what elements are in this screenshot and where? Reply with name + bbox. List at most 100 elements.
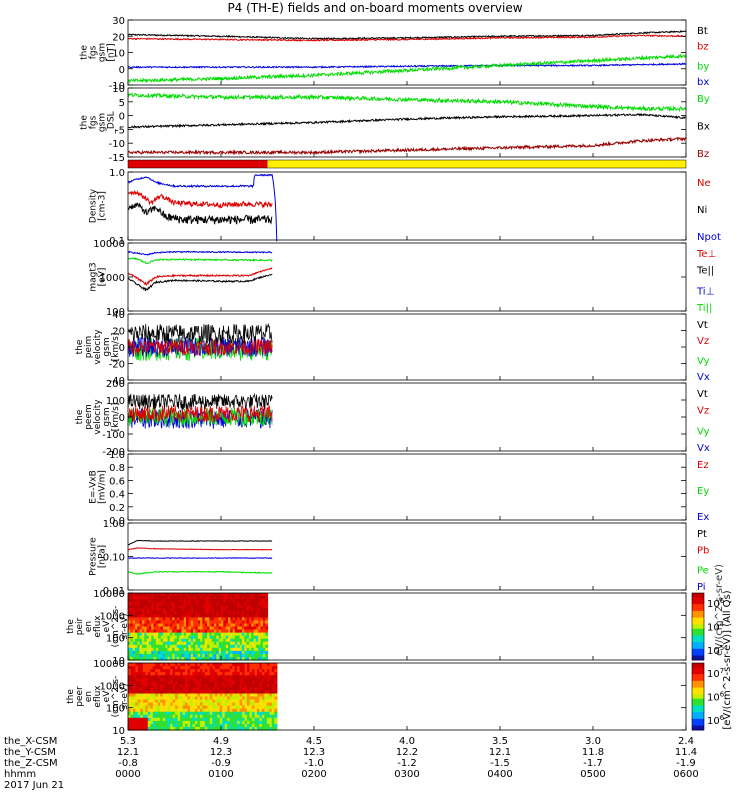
heatmap-cell xyxy=(157,708,161,713)
heatmap-cell xyxy=(133,720,137,725)
heatmap-cell xyxy=(195,684,199,688)
heatmap-cell xyxy=(148,626,152,631)
heatmap-cell xyxy=(132,614,136,618)
heatmap-cell xyxy=(234,602,238,606)
heatmap-cell xyxy=(174,629,178,634)
y-axis-label: eflux xyxy=(93,685,103,708)
heatmap-cell xyxy=(211,602,215,606)
heatmap-cell xyxy=(157,699,161,704)
heatmap-cell xyxy=(230,657,234,661)
heatmap-cell xyxy=(207,699,211,704)
y-tick-label: 0 xyxy=(119,65,125,76)
y-tick-label: -10 xyxy=(109,81,125,92)
y-axis-label: fgs xyxy=(89,115,99,129)
heatmap-cell xyxy=(195,632,199,637)
heatmap-cell xyxy=(195,629,199,634)
heatmap-cell xyxy=(232,608,236,612)
heatmap-cell xyxy=(255,602,259,606)
heatmap-cell xyxy=(266,669,270,673)
heatmap-cell xyxy=(186,593,189,597)
heatmap-cell xyxy=(242,693,246,698)
heatmap-cell xyxy=(160,705,164,710)
heatmap-cell xyxy=(214,608,217,612)
heatmap-cell xyxy=(181,635,185,640)
heatmap-cell xyxy=(225,632,229,637)
heatmap-cell xyxy=(137,684,141,688)
colorbar-cell xyxy=(692,613,704,616)
heatmap-cell xyxy=(241,596,245,600)
heatmap-cell xyxy=(223,593,227,597)
heatmap-cell xyxy=(247,678,251,682)
heatmap-cell xyxy=(216,653,220,658)
heatmap-cell xyxy=(223,647,227,652)
heatmap-cell xyxy=(232,717,236,722)
heatmap-cell xyxy=(225,617,229,621)
heatmap-cell xyxy=(179,647,183,652)
heatmap-cell xyxy=(214,705,218,710)
legend-item: Npot xyxy=(697,232,721,243)
heatmap-cell xyxy=(222,723,226,728)
heatmap-cell xyxy=(167,727,171,731)
heatmap-cell xyxy=(204,641,208,646)
heatmap-cell xyxy=(241,644,245,649)
heatmap-cell xyxy=(239,705,243,710)
heatmap-cell xyxy=(165,678,169,682)
heatmap-cell xyxy=(151,593,155,597)
heatmap-cell xyxy=(176,647,180,652)
heatmap-cell xyxy=(144,602,148,606)
colorbar-cell xyxy=(692,624,704,627)
heatmap-cell xyxy=(269,714,273,719)
heatmap-cell xyxy=(246,626,250,631)
heatmap-cell xyxy=(135,666,139,670)
heatmap-cell xyxy=(197,596,201,600)
heatmap-cell xyxy=(259,702,263,707)
heatmap-cell xyxy=(209,596,213,600)
heatmap-cell xyxy=(155,669,159,673)
heatmap-cell xyxy=(221,657,224,661)
heatmap-cell xyxy=(258,644,262,649)
heatmap-cell xyxy=(165,714,169,719)
heatmap-cell xyxy=(146,605,150,609)
heatmap-cell xyxy=(195,714,199,719)
heatmap-cell xyxy=(130,602,134,606)
heatmap-cell xyxy=(212,687,216,691)
y-axis-label: eflux xyxy=(93,615,103,638)
heatmap-cell xyxy=(137,593,141,597)
heatmap-cell xyxy=(202,727,206,731)
heatmap-cell xyxy=(237,720,241,725)
footer-time-value: 0400 xyxy=(487,769,512,780)
heatmap-cell xyxy=(162,687,166,691)
heatmap-cell xyxy=(132,629,136,634)
heatmap-cell xyxy=(237,620,241,624)
heatmap-cell xyxy=(207,623,210,628)
heatmap-cell xyxy=(172,690,176,694)
heatmap-cell xyxy=(212,666,216,670)
heatmap-cell xyxy=(150,702,154,707)
heatmap-cell xyxy=(170,699,174,704)
heatmap-cell xyxy=(170,690,174,694)
heatmap-cell xyxy=(202,657,206,661)
heatmap-cell xyxy=(204,657,208,661)
heatmap-cell xyxy=(190,623,194,628)
heatmap-cell xyxy=(135,705,139,710)
heatmap-cell xyxy=(260,641,264,646)
heatmap-cell xyxy=(157,711,161,716)
heatmap-cell xyxy=(222,663,226,667)
heatmap-cell xyxy=(207,714,211,719)
heatmap-cell xyxy=(195,623,199,628)
heatmap-cell xyxy=(165,657,169,661)
heatmap-cell xyxy=(232,650,236,655)
heatmap-cell xyxy=(252,723,256,728)
heatmap-cell xyxy=(195,614,199,618)
footer-x-value: 4.5 xyxy=(306,736,322,747)
heatmap-cell xyxy=(175,681,179,685)
heatmap-cell xyxy=(181,605,185,609)
heatmap-cell xyxy=(199,702,203,707)
heatmap-cell xyxy=(137,720,141,725)
heatmap-cell xyxy=(162,617,166,621)
series-line xyxy=(127,92,687,113)
heatmap-cell xyxy=(207,617,210,621)
heatmap-cell xyxy=(140,708,144,713)
heatmap-cell xyxy=(217,705,221,710)
heatmap-cell xyxy=(202,678,206,682)
